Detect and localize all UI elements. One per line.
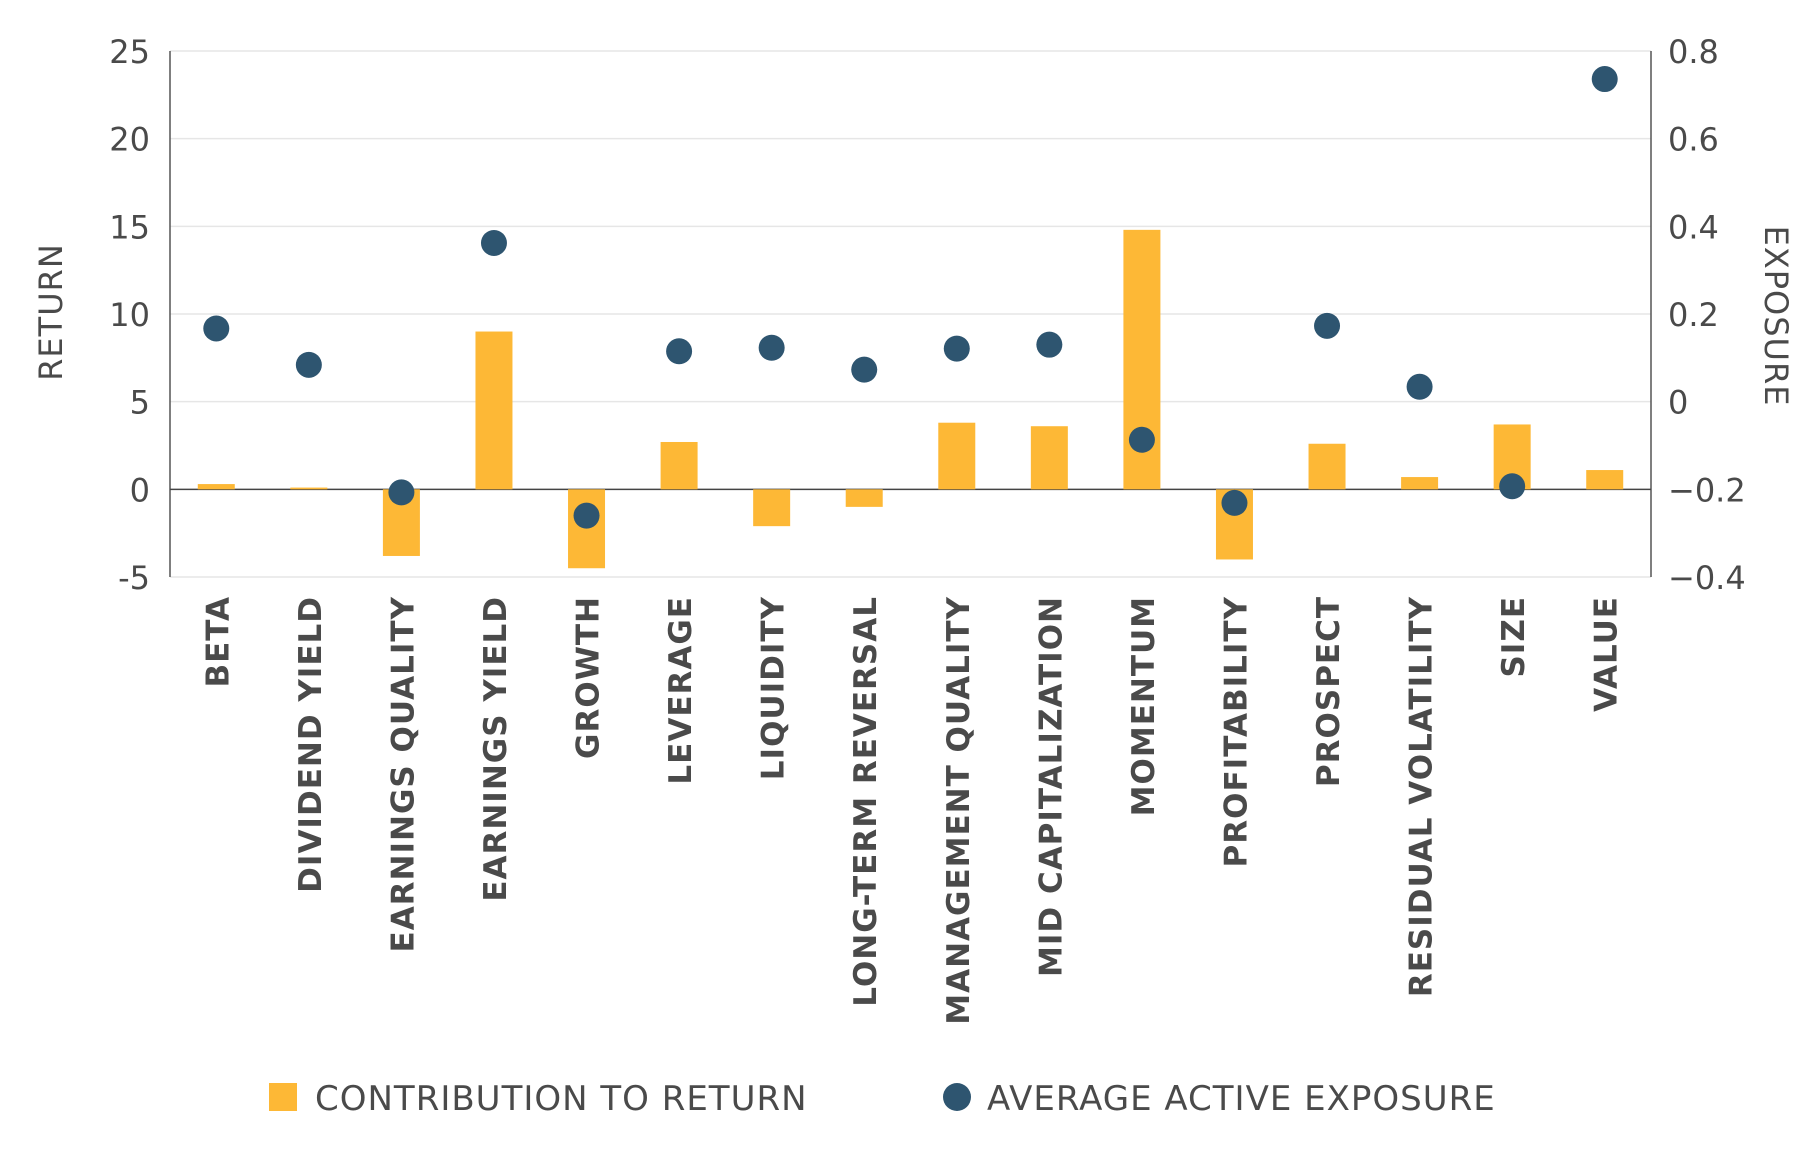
bar-leverage (660, 441, 698, 490)
category-label: MANAGEMENT QUALITY (941, 596, 977, 1025)
point-size (1499, 473, 1526, 500)
left-tick-label: 5 (130, 384, 150, 422)
right-tick-label: −0.4 (1668, 559, 1746, 597)
category-label: GROWTH (571, 596, 607, 759)
point-mid-capitalization (1036, 331, 1063, 358)
legend-bar-swatch (269, 1083, 297, 1111)
bar-residual-volatility (1401, 477, 1439, 490)
category-label: LONG-TERM REVERSAL (848, 596, 884, 1007)
bar-long-term-reversal (845, 489, 883, 507)
bar-dividend-yield (290, 487, 328, 490)
legend: CONTRIBUTION TO RETURN AVERAGE ACTIVE EX… (269, 1079, 1496, 1119)
point-earnings-yield (480, 229, 507, 256)
right-axis-title: EXPOSURE (1757, 226, 1795, 407)
point-long-term-reversal (851, 356, 878, 383)
point-liquidity (758, 334, 785, 361)
category-labels: BETA DIVIDEND YIELD EARNINGS QUALITY EARNIN… (200, 596, 1624, 1025)
category-label: VALUE (1589, 596, 1625, 712)
bar-management-quality (938, 422, 976, 490)
legend-point-swatch (943, 1083, 971, 1111)
category-label: PROSPECT (1311, 596, 1347, 787)
point-growth (573, 502, 600, 529)
point-management-quality (943, 335, 970, 362)
point-beta (203, 315, 230, 342)
bar-value (1586, 470, 1624, 490)
category-label: BETA (200, 596, 236, 688)
category-label: MID CAPITALIZATION (1033, 596, 1069, 977)
left-tick-label: 25 (109, 33, 150, 71)
bar-mid-capitalization (1030, 426, 1068, 490)
category-label: EARNINGS QUALITY (385, 596, 421, 952)
points (203, 66, 1618, 529)
category-label: LIQUIDITY (756, 596, 792, 780)
bar-growth (568, 489, 606, 569)
point-momentum (1128, 426, 1155, 453)
left-axis-ticks: -5 0 5 10 15 20 25 (109, 33, 150, 597)
right-tick-label: 0.4 (1668, 208, 1719, 246)
point-dividend-yield (295, 351, 322, 378)
bar-liquidity (753, 489, 791, 527)
category-label: LEVERAGE (663, 596, 699, 785)
bar-beta (197, 484, 235, 490)
category-label: MOMENTUM (1126, 596, 1162, 816)
point-leverage (666, 338, 693, 365)
right-tick-label: −0.2 (1668, 471, 1746, 509)
left-tick-label: 0 (130, 471, 150, 509)
left-tick-label: 15 (109, 208, 150, 246)
bars (197, 229, 1624, 569)
point-earnings-quality (388, 479, 415, 506)
left-tick-label: 10 (109, 296, 150, 334)
right-axis-ticks: −0.4 −0.2 0 0.2 0.4 0.6 0.8 (1668, 33, 1746, 597)
category-label: EARNINGS YIELD (478, 596, 514, 902)
category-label: SIZE (1496, 596, 1532, 678)
category-label: DIVIDEND YIELD (293, 596, 329, 893)
bar-earnings-yield (475, 331, 513, 490)
left-axis-title: RETURN (32, 243, 70, 381)
point-prospect (1314, 312, 1341, 339)
gridlines (170, 50, 1651, 578)
point-value (1591, 66, 1618, 93)
left-tick-label: -5 (118, 559, 150, 597)
bar-prospect (1308, 443, 1346, 490)
right-tick-label: 0.8 (1668, 33, 1719, 71)
right-tick-label: 0.6 (1668, 121, 1719, 159)
category-label: RESIDUAL VOLATILITY (1404, 596, 1440, 997)
right-tick-label: 0 (1668, 384, 1688, 422)
legend-point-label: AVERAGE ACTIVE EXPOSURE (987, 1079, 1496, 1119)
left-tick-label: 20 (109, 121, 150, 159)
point-profitability (1221, 489, 1248, 516)
right-tick-label: 0.2 (1668, 296, 1719, 334)
legend-bar-label: CONTRIBUTION TO RETURN (315, 1079, 808, 1119)
category-label: PROFITABILITY (1218, 596, 1254, 867)
point-residual-volatility (1406, 373, 1433, 400)
